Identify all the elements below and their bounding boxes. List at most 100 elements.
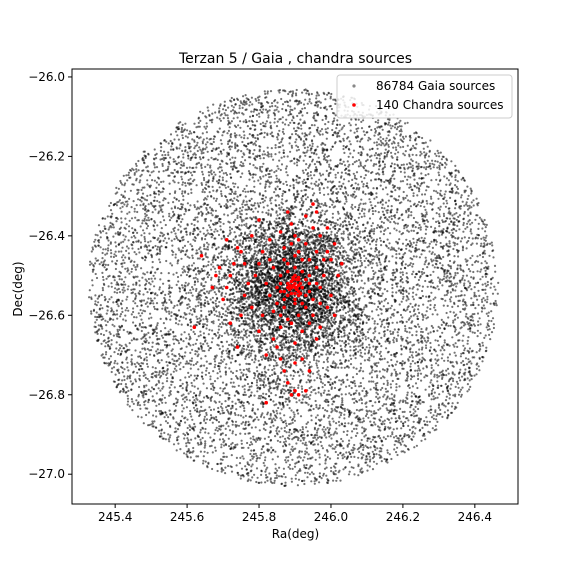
gaia-point — [323, 193, 326, 196]
gaia-point — [360, 180, 364, 183]
gaia-point — [193, 152, 196, 155]
gaia-point — [280, 408, 283, 411]
gaia-point — [262, 157, 265, 160]
gaia-point — [445, 199, 448, 202]
gaia-point — [243, 427, 246, 431]
gaia-point — [451, 214, 454, 217]
gaia-point — [408, 240, 411, 243]
gaia-point — [356, 248, 359, 251]
gaia-point — [329, 445, 332, 448]
gaia-point — [155, 334, 158, 337]
gaia-point — [275, 108, 278, 111]
gaia-point — [413, 415, 416, 418]
gaia-point — [166, 306, 169, 310]
gaia-point — [343, 417, 346, 420]
gaia-point — [486, 295, 489, 298]
gaia-point — [368, 460, 372, 463]
gaia-point — [489, 278, 493, 281]
gaia-point — [334, 176, 337, 179]
gaia-point — [315, 94, 318, 97]
gaia-point — [268, 472, 271, 475]
gaia-point — [144, 278, 147, 281]
gaia-point — [291, 377, 294, 380]
gaia-point — [312, 472, 315, 476]
gaia-point — [218, 370, 222, 373]
gaia-point — [117, 333, 120, 336]
gaia-point — [373, 421, 376, 424]
gaia-point — [134, 292, 137, 296]
gaia-point — [335, 479, 338, 482]
gaia-point — [113, 253, 116, 256]
gaia-point — [407, 424, 410, 427]
gaia-point — [165, 340, 168, 343]
gaia-point — [301, 107, 304, 110]
gaia-point — [104, 353, 108, 356]
gaia-point — [171, 244, 174, 247]
gaia-point — [455, 285, 458, 288]
gaia-point — [190, 320, 193, 323]
gaia-point — [425, 219, 428, 222]
gaia-point — [123, 196, 126, 199]
gaia-point — [407, 175, 410, 178]
gaia-point — [180, 274, 183, 277]
gaia-point — [467, 280, 470, 283]
gaia-point — [274, 419, 277, 422]
gaia-point — [368, 343, 371, 346]
gaia-point — [179, 368, 182, 371]
gaia-point — [334, 130, 337, 134]
gaia-point — [126, 361, 129, 364]
gaia-point — [373, 338, 376, 341]
gaia-point — [310, 124, 314, 127]
gaia-point — [121, 366, 124, 370]
gaia-point — [120, 217, 123, 220]
gaia-point — [314, 449, 317, 452]
gaia-point — [424, 344, 428, 347]
gaia-point — [451, 336, 454, 339]
gaia-point — [148, 353, 152, 356]
gaia-point — [407, 419, 410, 422]
gaia-point — [326, 180, 330, 183]
gaia-point — [334, 224, 337, 227]
gaia-point — [339, 451, 342, 454]
gaia-point — [308, 144, 311, 147]
gaia-point — [308, 397, 311, 400]
gaia-point — [326, 161, 329, 164]
gaia-point — [195, 404, 198, 407]
gaia-point — [132, 321, 135, 324]
gaia-point — [289, 374, 292, 377]
gaia-point — [447, 402, 450, 405]
gaia-point — [155, 326, 158, 329]
gaia-point — [458, 279, 461, 282]
gaia-point — [497, 281, 500, 284]
gaia-point — [406, 402, 409, 405]
gaia-point — [217, 318, 220, 321]
gaia-point — [380, 312, 383, 315]
gaia-point — [153, 228, 156, 231]
gaia-point — [293, 413, 296, 416]
gaia-point — [344, 190, 348, 194]
gaia-point — [365, 394, 368, 397]
gaia-point — [133, 210, 136, 213]
gaia-point — [341, 191, 344, 194]
gaia-point — [281, 107, 284, 111]
gaia-point — [221, 134, 224, 137]
gaia-point — [330, 107, 333, 111]
gaia-point — [277, 406, 280, 410]
gaia-point — [230, 370, 233, 373]
gaia-point — [333, 380, 336, 383]
gaia-point — [457, 295, 460, 298]
gaia-point — [320, 394, 323, 397]
gaia-point — [439, 161, 442, 165]
gaia-point — [409, 362, 412, 365]
gaia-point — [398, 130, 401, 133]
gaia-point — [421, 346, 424, 349]
gaia-point — [492, 323, 495, 326]
gaia-point — [241, 140, 244, 144]
gaia-point — [372, 332, 375, 335]
gaia-point — [118, 391, 121, 394]
gaia-point — [175, 220, 178, 223]
gaia-point — [319, 392, 322, 395]
gaia-point — [212, 158, 215, 161]
gaia-point — [264, 92, 267, 95]
